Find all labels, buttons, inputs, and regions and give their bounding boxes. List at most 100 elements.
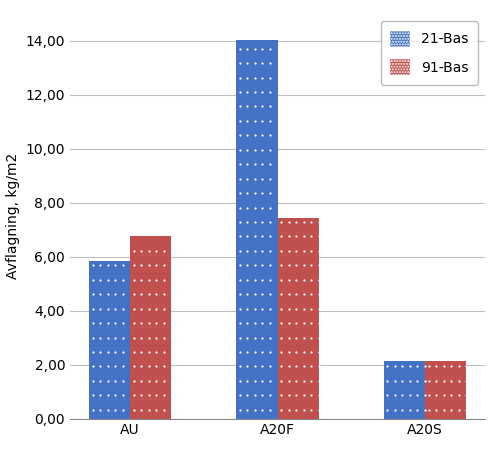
Point xyxy=(251,262,259,269)
Point xyxy=(447,406,455,413)
Point xyxy=(145,305,153,312)
Point xyxy=(251,74,259,81)
Point xyxy=(266,103,274,110)
Point xyxy=(145,276,153,284)
Point xyxy=(258,175,266,182)
Point xyxy=(266,276,274,284)
Point xyxy=(104,276,112,284)
Point xyxy=(244,233,252,240)
Point xyxy=(145,406,153,413)
Point xyxy=(244,189,252,197)
Point xyxy=(236,392,244,399)
Point xyxy=(251,218,259,226)
Point xyxy=(236,117,244,125)
Point xyxy=(308,276,316,284)
Point xyxy=(138,363,145,370)
Point xyxy=(308,247,316,255)
Point xyxy=(244,146,252,153)
Point xyxy=(454,377,462,385)
Point xyxy=(236,45,244,53)
Point xyxy=(251,334,259,341)
Point xyxy=(152,319,160,327)
Point xyxy=(421,406,429,413)
Point xyxy=(111,334,119,341)
Point xyxy=(258,132,266,139)
Point xyxy=(292,406,300,413)
Point xyxy=(152,262,160,269)
Point xyxy=(88,363,96,370)
Point xyxy=(258,74,266,81)
Point xyxy=(432,377,440,385)
Point xyxy=(88,377,96,385)
Point xyxy=(244,74,252,81)
Point xyxy=(424,392,432,399)
Point xyxy=(315,276,323,284)
Bar xyxy=(89,261,130,418)
Point xyxy=(118,334,126,341)
Point xyxy=(244,175,252,182)
Point xyxy=(244,88,252,96)
Point xyxy=(285,262,293,269)
Point xyxy=(236,262,244,269)
Point xyxy=(266,175,274,182)
Point xyxy=(111,406,119,413)
Point xyxy=(447,377,455,385)
Point xyxy=(300,334,308,341)
Point xyxy=(278,392,285,399)
Legend: 21-Bas, 91-Bas: 21-Bas, 91-Bas xyxy=(380,21,478,85)
Point xyxy=(152,363,160,370)
Point xyxy=(118,276,126,284)
Point xyxy=(251,117,259,125)
Point xyxy=(152,377,160,385)
Point xyxy=(266,60,274,67)
Point xyxy=(398,377,406,385)
Point xyxy=(292,218,300,226)
Point xyxy=(244,247,252,255)
Point xyxy=(244,132,252,139)
Point xyxy=(258,276,266,284)
Point xyxy=(118,406,126,413)
Point xyxy=(96,334,104,341)
Point xyxy=(251,88,259,96)
Point xyxy=(160,406,168,413)
Point xyxy=(266,160,274,168)
Point xyxy=(251,276,259,284)
Point xyxy=(266,305,274,312)
Point xyxy=(266,334,274,341)
Point xyxy=(258,160,266,168)
Point xyxy=(258,189,266,197)
Point xyxy=(160,377,168,385)
Point xyxy=(266,204,274,211)
Point xyxy=(300,348,308,356)
Point xyxy=(258,218,266,226)
Point xyxy=(251,60,259,67)
Point xyxy=(258,247,266,255)
Point xyxy=(236,103,244,110)
Point xyxy=(266,262,274,269)
Point xyxy=(251,233,259,240)
Point xyxy=(251,175,259,182)
Point xyxy=(88,406,96,413)
Point xyxy=(315,377,323,385)
Point xyxy=(160,305,168,312)
Point xyxy=(118,319,126,327)
Point xyxy=(406,406,414,413)
Point xyxy=(145,319,153,327)
Point xyxy=(236,88,244,96)
Point xyxy=(118,291,126,298)
Point xyxy=(88,348,96,356)
Point xyxy=(152,392,160,399)
Point xyxy=(104,348,112,356)
Bar xyxy=(384,360,425,418)
Point xyxy=(152,276,160,284)
Point xyxy=(104,377,112,385)
Point xyxy=(266,88,274,96)
Point xyxy=(244,117,252,125)
Point xyxy=(244,262,252,269)
Point xyxy=(251,103,259,110)
Bar xyxy=(130,237,172,418)
Point xyxy=(244,291,252,298)
Point xyxy=(315,363,323,370)
Point xyxy=(138,305,145,312)
Point xyxy=(236,348,244,356)
